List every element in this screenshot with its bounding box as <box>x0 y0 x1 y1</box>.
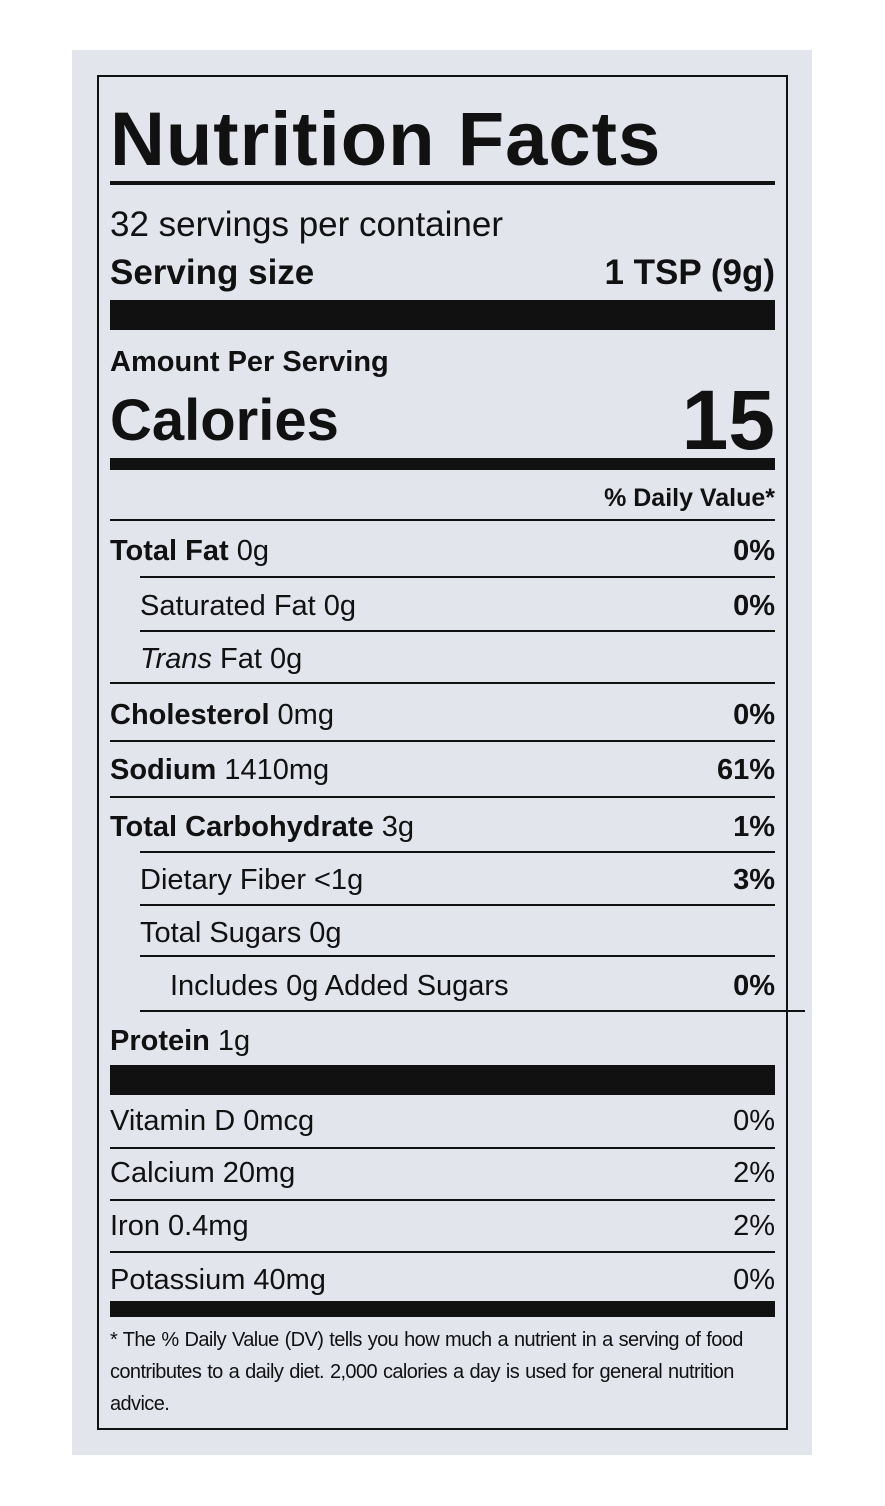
vitamin-row: Vitamin D 0mcg 0% <box>110 1101 775 1141</box>
nutrient-amount: 0g <box>323 590 356 622</box>
vitamin-amount: 0.4mg <box>167 1210 249 1242</box>
vitamin: Vitamin D 0mcg <box>110 1101 314 1141</box>
divider <box>140 955 775 957</box>
divider <box>140 1010 805 1012</box>
daily-value: 61% <box>716 754 775 786</box>
amount-per-serving: Amount Per Serving <box>110 346 389 378</box>
label-border <box>97 75 788 1430</box>
daily-value: 0% <box>733 970 775 1002</box>
title: Nutrition Facts <box>110 97 662 182</box>
divider <box>110 1147 775 1149</box>
nutrient-amount: 1g <box>217 1025 251 1057</box>
nutrient-name: Saturated Fat <box>140 590 316 622</box>
serving-size-label: Serving size <box>110 253 315 292</box>
vitamin-name: Potassium <box>110 1264 246 1296</box>
thick-bar <box>110 1065 775 1095</box>
divider <box>110 796 775 798</box>
nutrient-amount: 1410mg <box>224 754 330 786</box>
vitamin-row: Calcium 20mg 2% <box>110 1153 775 1193</box>
serving-size-value: 1 TSP (9g) <box>604 253 775 292</box>
nutrient-name: Cholesterol <box>110 699 270 731</box>
servings: 32 servings per container <box>110 205 503 244</box>
daily-value: 1% <box>733 811 775 843</box>
thick-bar <box>110 458 775 470</box>
divider <box>110 181 775 185</box>
nutrient-amount: 0g <box>269 643 303 675</box>
nutrient: Trans Fat 0g <box>110 639 302 679</box>
vitamin-name: Vitamin D <box>110 1105 236 1137</box>
nutrient-name: Fat <box>220 643 262 675</box>
daily-value: 2% <box>733 1157 775 1189</box>
nutrient: Total Carbohydrate 3g <box>110 807 414 847</box>
nutrient-name-italic: Trans <box>140 643 212 675</box>
nutrient-amount: 3g <box>381 811 414 843</box>
divider <box>140 576 775 578</box>
calories-label: Calories <box>110 387 339 453</box>
daily-value: 0% <box>733 590 775 622</box>
daily-value: 0% <box>733 699 775 731</box>
nutrient-row: Dietary Fiber <1g 3% <box>110 860 775 900</box>
divider <box>140 630 775 632</box>
nutrient-row: Protein 1g <box>110 1021 775 1061</box>
nutrient-row: Total Carbohydrate 3g 1% <box>110 807 775 847</box>
vitamin-name: Iron <box>110 1210 160 1242</box>
nutrient-name: Protein <box>110 1025 210 1057</box>
nutrient-name: Includes 0g Added Sugars <box>170 970 509 1002</box>
nutrient-amount: <1g <box>314 864 364 896</box>
nutrient-amount: 0g <box>309 917 342 949</box>
vitamin-amount: 0mcg <box>243 1105 315 1137</box>
dv-header: % Daily Value* <box>604 484 775 512</box>
nutrient-row: Total Sugars 0g <box>110 913 775 953</box>
nutrient: Protein 1g <box>110 1021 250 1061</box>
daily-value: 3% <box>733 864 775 896</box>
nutrient-name: Total Carbohydrate <box>110 811 374 843</box>
daily-value: 0% <box>733 1264 775 1296</box>
nutrient-row: Includes 0g Added Sugars 0% <box>110 966 775 1006</box>
calories-value: 15 <box>681 372 775 467</box>
calories-row: Calories 15 <box>110 373 775 467</box>
footnote: * The % Daily Value (DV) tells you how m… <box>110 1329 743 1415</box>
vitamin: Potassium 40mg <box>110 1260 326 1300</box>
nutrient: Total Fat 0g <box>110 531 269 571</box>
label-background <box>72 50 812 1455</box>
nutrient-name: Total Sugars <box>140 917 302 949</box>
divider <box>110 740 775 742</box>
nutrient: Sodium 1410mg <box>110 750 329 790</box>
vitamin: Calcium 20mg <box>110 1153 295 1193</box>
serving-size-row: Serving size 1 TSP (9g) <box>110 253 775 293</box>
nutrient-row: Sodium 1410mg 61% <box>110 750 775 790</box>
nutrient: Dietary Fiber <1g <box>110 860 363 900</box>
nutrient-name: Dietary Fiber <box>140 864 306 896</box>
vitamin: Iron 0.4mg <box>110 1206 249 1246</box>
divider <box>110 682 775 684</box>
nutrient-row: Trans Fat 0g <box>110 639 775 679</box>
divider <box>110 519 775 521</box>
vitamin-amount: 20mg <box>222 1157 296 1189</box>
divider <box>140 904 775 906</box>
vitamin-name: Calcium <box>110 1157 215 1189</box>
divider <box>140 851 775 853</box>
nutrient: Saturated Fat 0g <box>110 586 356 626</box>
nutrient-row: Cholesterol 0mg 0% <box>110 695 775 735</box>
nutrient-name: Total Fat <box>110 535 229 567</box>
thick-bar <box>110 300 775 330</box>
nutrient-name: Sodium <box>110 754 217 786</box>
divider <box>110 1251 775 1253</box>
daily-value: 0% <box>733 535 775 567</box>
nutrient: Cholesterol 0mg <box>110 695 334 735</box>
nutrient-amount: 0mg <box>277 699 334 731</box>
nutrient-amount: 0g <box>236 535 269 567</box>
vitamin-row: Potassium 40mg 0% <box>110 1260 775 1300</box>
vitamin-amount: 40mg <box>253 1264 326 1296</box>
thick-bar <box>110 1301 775 1317</box>
nutrient: Includes 0g Added Sugars <box>110 966 509 1006</box>
nutrient-row: Total Fat 0g 0% <box>110 531 775 571</box>
daily-value: 2% <box>733 1210 775 1242</box>
nutrient: Total Sugars 0g <box>110 913 341 953</box>
daily-value: 0% <box>733 1105 775 1137</box>
divider <box>110 1199 775 1201</box>
nutrient-row: Saturated Fat 0g 0% <box>110 586 775 626</box>
vitamin-row: Iron 0.4mg 2% <box>110 1206 775 1246</box>
